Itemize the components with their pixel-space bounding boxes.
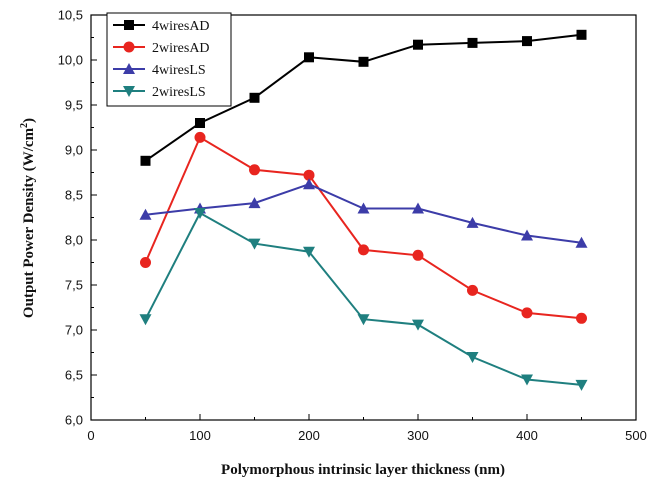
data-point: [303, 178, 315, 190]
data-point: [195, 118, 205, 128]
y-axis-title: Output Power Density (W/cm2): [19, 118, 37, 318]
data-point: [194, 131, 206, 143]
data-point: [139, 314, 152, 326]
data-point: [139, 208, 152, 220]
data-point: [575, 236, 588, 248]
legend-marker: [123, 41, 135, 53]
y-tick-label: 10,5: [58, 8, 83, 23]
series-line: [144, 135, 582, 320]
y-axis-title-main: Output Power Density (W/cm: [21, 127, 37, 318]
legend-label: 2wiresLS: [152, 85, 206, 100]
x-tick-label: 300: [407, 428, 429, 443]
y-axis-title-sup: 2: [19, 123, 30, 128]
data-point: [412, 202, 424, 214]
data-point: [466, 216, 479, 228]
data-point: [521, 229, 533, 241]
data-point: [194, 208, 206, 219]
data-point: [575, 379, 588, 391]
y-tick-label: 9,0: [65, 143, 83, 158]
data-point: [357, 314, 370, 326]
series-4wiresLS: [139, 178, 588, 248]
y-tick-label: 10,0: [58, 53, 83, 68]
series-2wiresAD: [140, 131, 587, 324]
data-point: [358, 244, 369, 256]
data-point: [248, 238, 261, 250]
y-tick-label: 8,5: [65, 188, 83, 203]
x-tick-label: 500: [625, 428, 647, 443]
legend-entry: 2wiresAD: [113, 41, 210, 56]
x-tick-label: 200: [298, 428, 320, 443]
data-point: [467, 284, 478, 296]
data-point: [412, 249, 424, 261]
series-line: [144, 211, 582, 386]
y-tick-label: 7,0: [65, 323, 83, 338]
data-point: [466, 352, 479, 363]
legend-entry: 4wiresLS: [113, 63, 206, 78]
data-point: [248, 197, 261, 209]
data-point: [249, 92, 260, 103]
legend-marker: [123, 86, 135, 97]
data-point: [467, 37, 478, 48]
data-point: [521, 307, 533, 319]
data-point: [413, 39, 423, 50]
legend-marker: [124, 20, 134, 30]
y-tick-label: 9,5: [65, 98, 83, 113]
y-axis-title-close: ): [21, 118, 37, 123]
y-tick-label: 6,0: [65, 413, 83, 428]
legend-entry: 2wiresLS: [113, 85, 206, 100]
series-2wiresLS: [139, 208, 588, 391]
data-point: [140, 257, 151, 268]
legend-marker: [123, 63, 135, 74]
data-point: [576, 312, 587, 324]
axis-ticks: 0 100 200 300 400 500 6,0 6,5 7,0 7,5 8,0 8,5 9,0 9,5…: [58, 8, 647, 444]
legend: 4wiresAD 2wiresAD 4wiresLS 2wiresLS: [106, 12, 232, 107]
x-axis-title: Polymorphous intrinsic layer thickness (…: [221, 462, 505, 478]
x-tick-label: 100: [189, 428, 211, 443]
data-point: [304, 52, 314, 63]
data-point: [357, 202, 370, 214]
x-tick-label: 400: [516, 428, 538, 443]
data-point: [303, 169, 315, 181]
data-point: [576, 29, 587, 40]
x-tick-label: 0: [87, 428, 94, 443]
y-tick-label: 6,5: [65, 368, 83, 383]
data-point: [140, 155, 151, 166]
legend-entry: 4wiresAD: [113, 19, 210, 34]
legend-label: 4wiresLS: [152, 63, 206, 78]
y-tick-label: 8,0: [65, 233, 83, 248]
data-point: [521, 374, 533, 386]
legend-label: 2wiresAD: [152, 41, 210, 56]
data-point: [522, 36, 532, 47]
data-point: [412, 319, 424, 331]
series-layer: [139, 29, 588, 391]
y-tick-label: 7,5: [65, 278, 83, 293]
data-point: [249, 164, 260, 176]
data-point: [303, 246, 315, 258]
legend-label: 4wiresAD: [152, 19, 210, 34]
data-point: [358, 56, 369, 67]
series-4wiresAD: [140, 29, 587, 166]
